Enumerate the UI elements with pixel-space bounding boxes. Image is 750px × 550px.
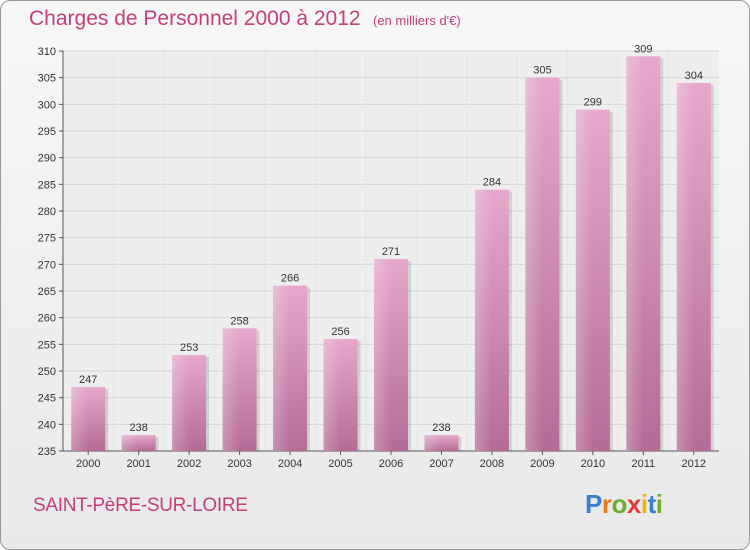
commune-name: SAINT-PèRE-SUR-LOIRE <box>33 495 248 516</box>
bar-highlight <box>172 355 190 451</box>
bar-layer <box>71 56 714 452</box>
y-tick-label: 285 <box>38 179 56 191</box>
bar-highlight <box>374 259 391 451</box>
y-tick-label: 245 <box>38 393 56 405</box>
bar-highlight <box>474 189 492 451</box>
data-label: 271 <box>382 246 400 258</box>
chart-title: Charges de Personnel 2000 à 2012 <box>29 7 361 30</box>
y-tick-label: 295 <box>38 126 56 138</box>
data-label: 258 <box>230 315 248 327</box>
data-label: 238 <box>432 422 450 434</box>
y-tick-label: 310 <box>38 46 56 58</box>
x-tick-label: 2009 <box>530 458 554 470</box>
bar-highlight <box>575 109 593 452</box>
y-tick-label: 255 <box>38 339 56 351</box>
logo-letter: P <box>585 489 602 519</box>
logo-letter: x <box>626 489 641 519</box>
x-tick-label: 2011 <box>631 458 655 470</box>
logo-letter: r <box>601 489 612 519</box>
data-label: 256 <box>331 326 349 338</box>
data-label: 247 <box>79 374 97 386</box>
y-tick-label: 260 <box>38 313 56 325</box>
bar-highlight <box>121 435 139 451</box>
bar-highlight <box>222 328 240 451</box>
x-tick-label: 2012 <box>682 458 706 470</box>
y-tick-label: 280 <box>38 206 56 218</box>
logo-letter: t <box>647 489 657 519</box>
y-tick-label: 240 <box>38 419 56 431</box>
x-tick-label: 2003 <box>227 458 251 470</box>
logo-letter: i <box>640 489 648 519</box>
bar-highlight <box>676 83 694 451</box>
y-tick-label: 305 <box>38 73 56 85</box>
bar-highlight <box>273 285 291 451</box>
y-tick-label: 270 <box>38 259 56 271</box>
x-tick-label: 2008 <box>480 458 504 470</box>
y-tick-label: 265 <box>38 286 56 298</box>
bar-highlight <box>71 387 89 451</box>
data-label: 266 <box>281 273 299 285</box>
logo-letter: i <box>655 489 663 519</box>
x-tick-label: 2005 <box>328 458 352 470</box>
bar-highlight <box>525 77 543 452</box>
x-tick-label: 2010 <box>581 458 605 470</box>
bar-highlight <box>424 435 442 451</box>
data-label: 305 <box>533 65 551 77</box>
x-tick-label: 2001 <box>126 458 150 470</box>
x-tick-label: 2006 <box>379 458 403 470</box>
y-tick-label: 275 <box>38 233 56 245</box>
y-tick-label: 300 <box>38 99 56 111</box>
data-label: 309 <box>634 43 652 55</box>
bar-highlight <box>626 56 644 451</box>
y-tick-label: 250 <box>38 366 56 378</box>
y-tick-label: 290 <box>38 153 56 165</box>
bar-highlight <box>323 339 341 451</box>
logo-letter: o <box>611 489 627 519</box>
label-layer: 2000 247 2001 238 2002 253 2003 258 2004 266 2005 2… <box>76 43 706 470</box>
data-label: 253 <box>180 342 198 354</box>
data-label: 299 <box>584 97 602 109</box>
x-tick-label: 2004 <box>278 458 302 470</box>
data-label: 304 <box>685 70 703 82</box>
data-label: 284 <box>483 177 501 189</box>
x-tick-label: 2002 <box>177 458 201 470</box>
x-tick-label: 2000 <box>76 458 100 470</box>
chart-subtitle: (en milliers d'€) <box>373 13 461 28</box>
proxiti-logo[interactable]: Proxiti <box>585 489 663 520</box>
data-label: 238 <box>130 422 148 434</box>
x-tick-label: 2007 <box>429 458 453 470</box>
y-tick-label: 235 <box>38 446 56 458</box>
